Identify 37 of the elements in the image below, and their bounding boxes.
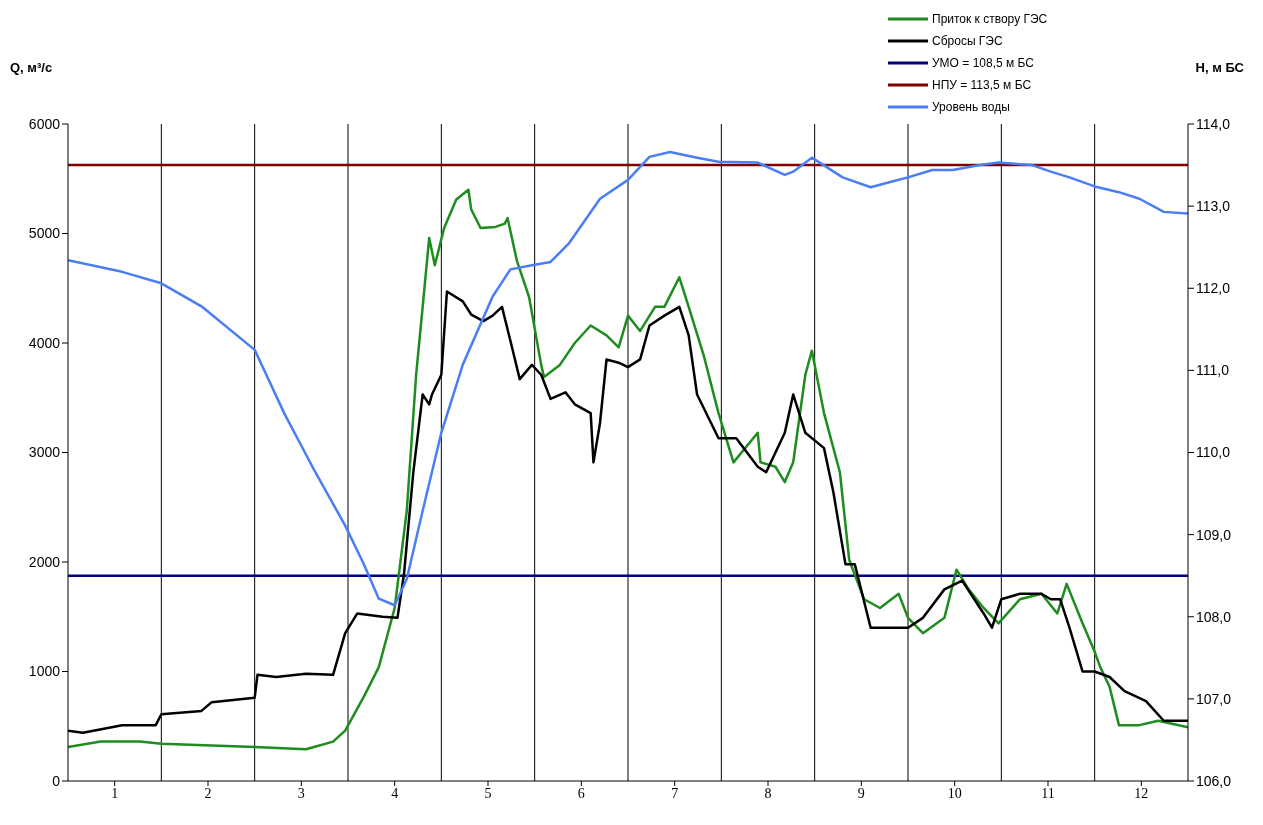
y2-tick-label: 109,0 <box>1196 526 1232 543</box>
x-tick-label: 9 <box>857 785 865 801</box>
y-tick-label: 3000 <box>28 444 61 461</box>
x-tick-label: 4 <box>391 785 399 801</box>
x-tick-label: 6 <box>577 785 585 801</box>
y-axis-title: Q, м³/с <box>10 60 53 75</box>
legend-label: Приток к створу ГЭС <box>932 12 1048 26</box>
y2-axis-title: H, м БС <box>1195 60 1244 75</box>
y-tick-label: 5000 <box>28 225 61 242</box>
x-tick-label: 3 <box>297 785 305 801</box>
x-tick-label: 12 <box>1134 785 1149 801</box>
x-tick-label: 2 <box>204 785 212 801</box>
y-tick-label: 0 <box>52 772 61 789</box>
y2-tick-label: 108,0 <box>1196 608 1232 625</box>
x-tick-label: 10 <box>947 785 962 801</box>
legend-label: УМО = 108,5 м БС <box>932 56 1034 70</box>
legend-label: Уровень воды <box>932 100 1010 114</box>
x-tick-label: 7 <box>671 785 679 801</box>
y-tick-label: 1000 <box>28 663 61 680</box>
line-series <box>68 150 1188 607</box>
y-tick-label: 2000 <box>28 553 61 570</box>
y2-tick-label: 111,0 <box>1196 362 1230 379</box>
x-tick-label: 1 <box>111 785 119 801</box>
y-tick-label: 6000 <box>28 115 61 132</box>
x-tick-label: 5 <box>484 785 492 801</box>
legend-label: НПУ = 113,5 м БС <box>932 78 1032 92</box>
legend-label: Сбросы ГЭС <box>932 34 1003 48</box>
x-tick-label: 11 <box>1041 785 1055 801</box>
y2-tick-label: 113,0 <box>1196 198 1231 215</box>
y2-tick-label: 114,0 <box>1196 115 1231 132</box>
y2-tick-label: 110,0 <box>1196 444 1231 461</box>
y-tick-label: 4000 <box>28 334 61 351</box>
y2-tick-label: 106,0 <box>1196 772 1232 789</box>
y2-tick-label: 112,0 <box>1196 280 1231 297</box>
line-series <box>68 188 1188 751</box>
x-tick-label: 8 <box>764 785 772 801</box>
y2-tick-label: 107,0 <box>1196 690 1232 707</box>
